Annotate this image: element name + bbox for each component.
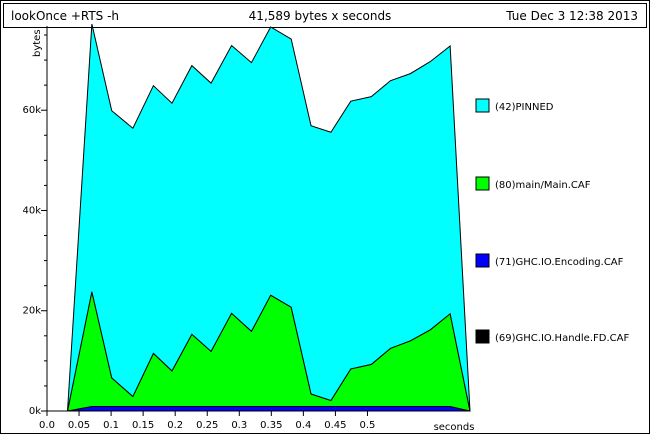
program-title: lookOnce +RTS -h (11, 9, 119, 23)
x-tick-label: 0.15 (132, 420, 154, 431)
legend-swatch (475, 253, 490, 268)
legend-label: (42)PINNED (495, 102, 554, 113)
legend-swatch (475, 98, 490, 113)
x-tick-label: 0.2 (167, 420, 183, 431)
x-tick-label: 0.3 (231, 420, 247, 431)
y-axis-label: bytes (32, 29, 43, 57)
summary-text: 41,589 bytes x seconds (249, 9, 392, 23)
y-tick-label: 0k (29, 406, 41, 417)
x-tick-label: 0.35 (260, 420, 282, 431)
date-text: Tue Dec 3 12:38 2013 (505, 9, 638, 23)
area-series-1 (47, 405, 471, 412)
x-tick-label: 0.1 (103, 420, 119, 431)
y-tick-label: 60k (22, 105, 41, 116)
x-axis-label: seconds (434, 422, 475, 433)
y-tick-label: 40k (22, 205, 41, 216)
y-tick-label: 20k (22, 306, 41, 317)
x-tick-label: 0.0 (39, 420, 55, 431)
x-tick-label: 0.5 (360, 420, 376, 431)
legend-label: (80)main/Main.CAF (495, 180, 591, 191)
legend: (42)PINNED (80)main/Main.CAF (71)GHC.IO.En… (475, 98, 629, 344)
legend-swatch (475, 329, 490, 344)
legend-label: (71)GHC.IO.Encoding.CAF (495, 257, 624, 268)
x-tick-label: 0.25 (196, 420, 218, 431)
legend-label: (69)GHC.IO.Handle.FD.CAF (495, 333, 629, 344)
legend-swatch (475, 176, 490, 191)
x-tick-label: 0.05 (68, 420, 90, 431)
x-tick-label: 0.45 (324, 420, 346, 431)
x-tick-label: 0.4 (295, 420, 311, 431)
axes: 0k 20k 40k 60k 0.0 0.05 0.1 0.15 0.2 0.25 0.3 0.35 0… (22, 26, 470, 431)
area-layers (47, 23, 471, 412)
header-box (3, 3, 647, 28)
